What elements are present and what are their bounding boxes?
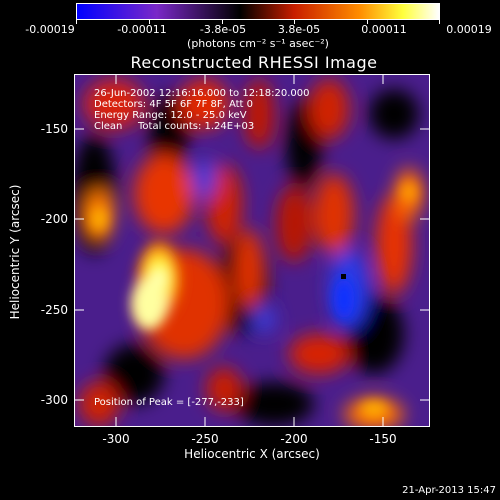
info-detectors: Detectors: 4F 5F 6F 7F 8F, Att 0 <box>94 99 254 110</box>
rhessi-image-panel: 26-Jun-2002 12:16:16.000 to 12:18:20.000… <box>74 74 430 427</box>
colorbar-tickmark <box>367 19 368 24</box>
y-tick-label: -200 <box>40 212 68 226</box>
colorbar-tick-label: -0.00019 <box>25 23 75 36</box>
peak-position-label: Position of Peak = [-277,-233] <box>94 397 244 408</box>
colorbar-tickmark <box>222 19 223 24</box>
colorbar-tickmark <box>149 19 150 24</box>
colorbar-tickmark <box>76 19 77 24</box>
x-tick-label: -300 <box>102 432 130 446</box>
colorbar-tickmark <box>294 19 295 24</box>
colorbar <box>76 3 440 20</box>
info-method: Clean <box>94 121 123 132</box>
y-axis-label: Heliocentric Y (arcsec) <box>8 184 22 320</box>
info-time-range: 26-Jun-2002 12:16:16.000 to 12:18:20.000 <box>94 88 310 99</box>
colorbar-tick-label: 3.8e-05 <box>277 23 321 36</box>
colorbar-tickmark <box>439 19 440 24</box>
y-tick-label: -250 <box>40 303 68 317</box>
info-total-counts: Total counts: 1.24E+03 <box>138 121 255 132</box>
timestamp: 21-Apr-2013 15:47 <box>402 485 496 496</box>
info-energy-range: Energy Range: 12.0 - 25.0 keV <box>94 110 247 121</box>
image-title: Reconstructed RHESSI Image <box>130 53 378 72</box>
y-tick-label: -300 <box>40 393 68 407</box>
colorbar-tick-label: 0.00011 <box>361 23 407 36</box>
x-tick-label: -200 <box>280 432 308 446</box>
colorbar-tick-label: 0.00019 <box>446 23 492 36</box>
x-tick-label: -250 <box>191 432 219 446</box>
y-tick-label: -150 <box>40 122 68 136</box>
colorbar-units: (photons cm⁻² s⁻¹ asec⁻²) <box>187 37 329 50</box>
x-tick-label: -150 <box>369 432 397 446</box>
colorbar-tick-label: -0.00011 <box>117 23 167 36</box>
colorbar-tick-label: -3.8e-05 <box>199 23 247 36</box>
x-axis-label: Heliocentric X (arcsec) <box>184 447 320 461</box>
peak-marker <box>341 274 346 279</box>
rhessi-image <box>74 74 430 427</box>
